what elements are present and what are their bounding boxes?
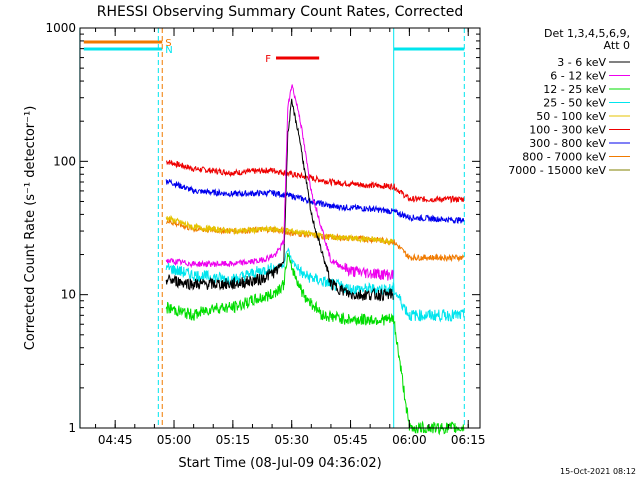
x-axis-title: Start Time (08-Jul-09 04:36:02) [178, 456, 381, 471]
timestamp-label: 15-Oct-2021 08:12 [560, 467, 636, 476]
y-tick-label: 1 [68, 421, 76, 435]
x-tick-label: 05:45 [333, 433, 368, 447]
legend-label: 7000 - 15000 keV [508, 164, 606, 177]
flag-label-n: N [165, 45, 172, 56]
y-tick-label: 1000 [45, 21, 76, 35]
legend-label: 800 - 7000 keV [522, 151, 606, 164]
legend-label: 300 - 800 keV [529, 137, 606, 150]
series-line [165, 84, 394, 281]
legend-label: 100 - 300 keV [529, 124, 606, 137]
legend-label: 50 - 100 keV [536, 110, 606, 123]
y-axis-title: Corrected Count Rate (s⁻¹ detector⁻¹) [23, 106, 38, 351]
legend-header: Det 1,3,4,5,6,9, [544, 27, 630, 40]
x-tick-label: 05:30 [274, 433, 309, 447]
axes-group: 04:45 05:00 05:15 05:30 05:45 06:00 06:15 1 10 10… [45, 21, 485, 447]
series-line [166, 218, 465, 263]
series-line [165, 252, 465, 436]
x-tick-label: 06:15 [451, 433, 486, 447]
y-tick-label: 100 [53, 154, 76, 168]
series-group [165, 84, 465, 436]
legend-header: Att 0 [604, 39, 630, 52]
flag-label-s: S [165, 38, 171, 49]
x-tick-label: 06:00 [392, 433, 427, 447]
flag-label-f: F [265, 54, 271, 65]
legend-label: 25 - 50 keV [543, 97, 606, 110]
flag-bars-group: SN F [83, 38, 465, 65]
legend-label: 6 - 12 keV [550, 70, 606, 83]
series-line [165, 98, 394, 302]
series-line [165, 214, 394, 246]
y-tick-label: 10 [61, 288, 76, 302]
chart-title: RHESSI Observing Summary Count Rates, Co… [97, 4, 463, 20]
series-line [165, 247, 465, 323]
legend-label: 3 - 6 keV [557, 56, 606, 69]
x-tick-label: 05:00 [157, 433, 192, 447]
x-tick-label: 05:15 [216, 433, 251, 447]
plot-frame [79, 27, 481, 429]
series-line [165, 159, 465, 204]
legend-label: 12 - 25 keV [543, 83, 606, 96]
x-tick-label: 04:45 [98, 433, 133, 447]
